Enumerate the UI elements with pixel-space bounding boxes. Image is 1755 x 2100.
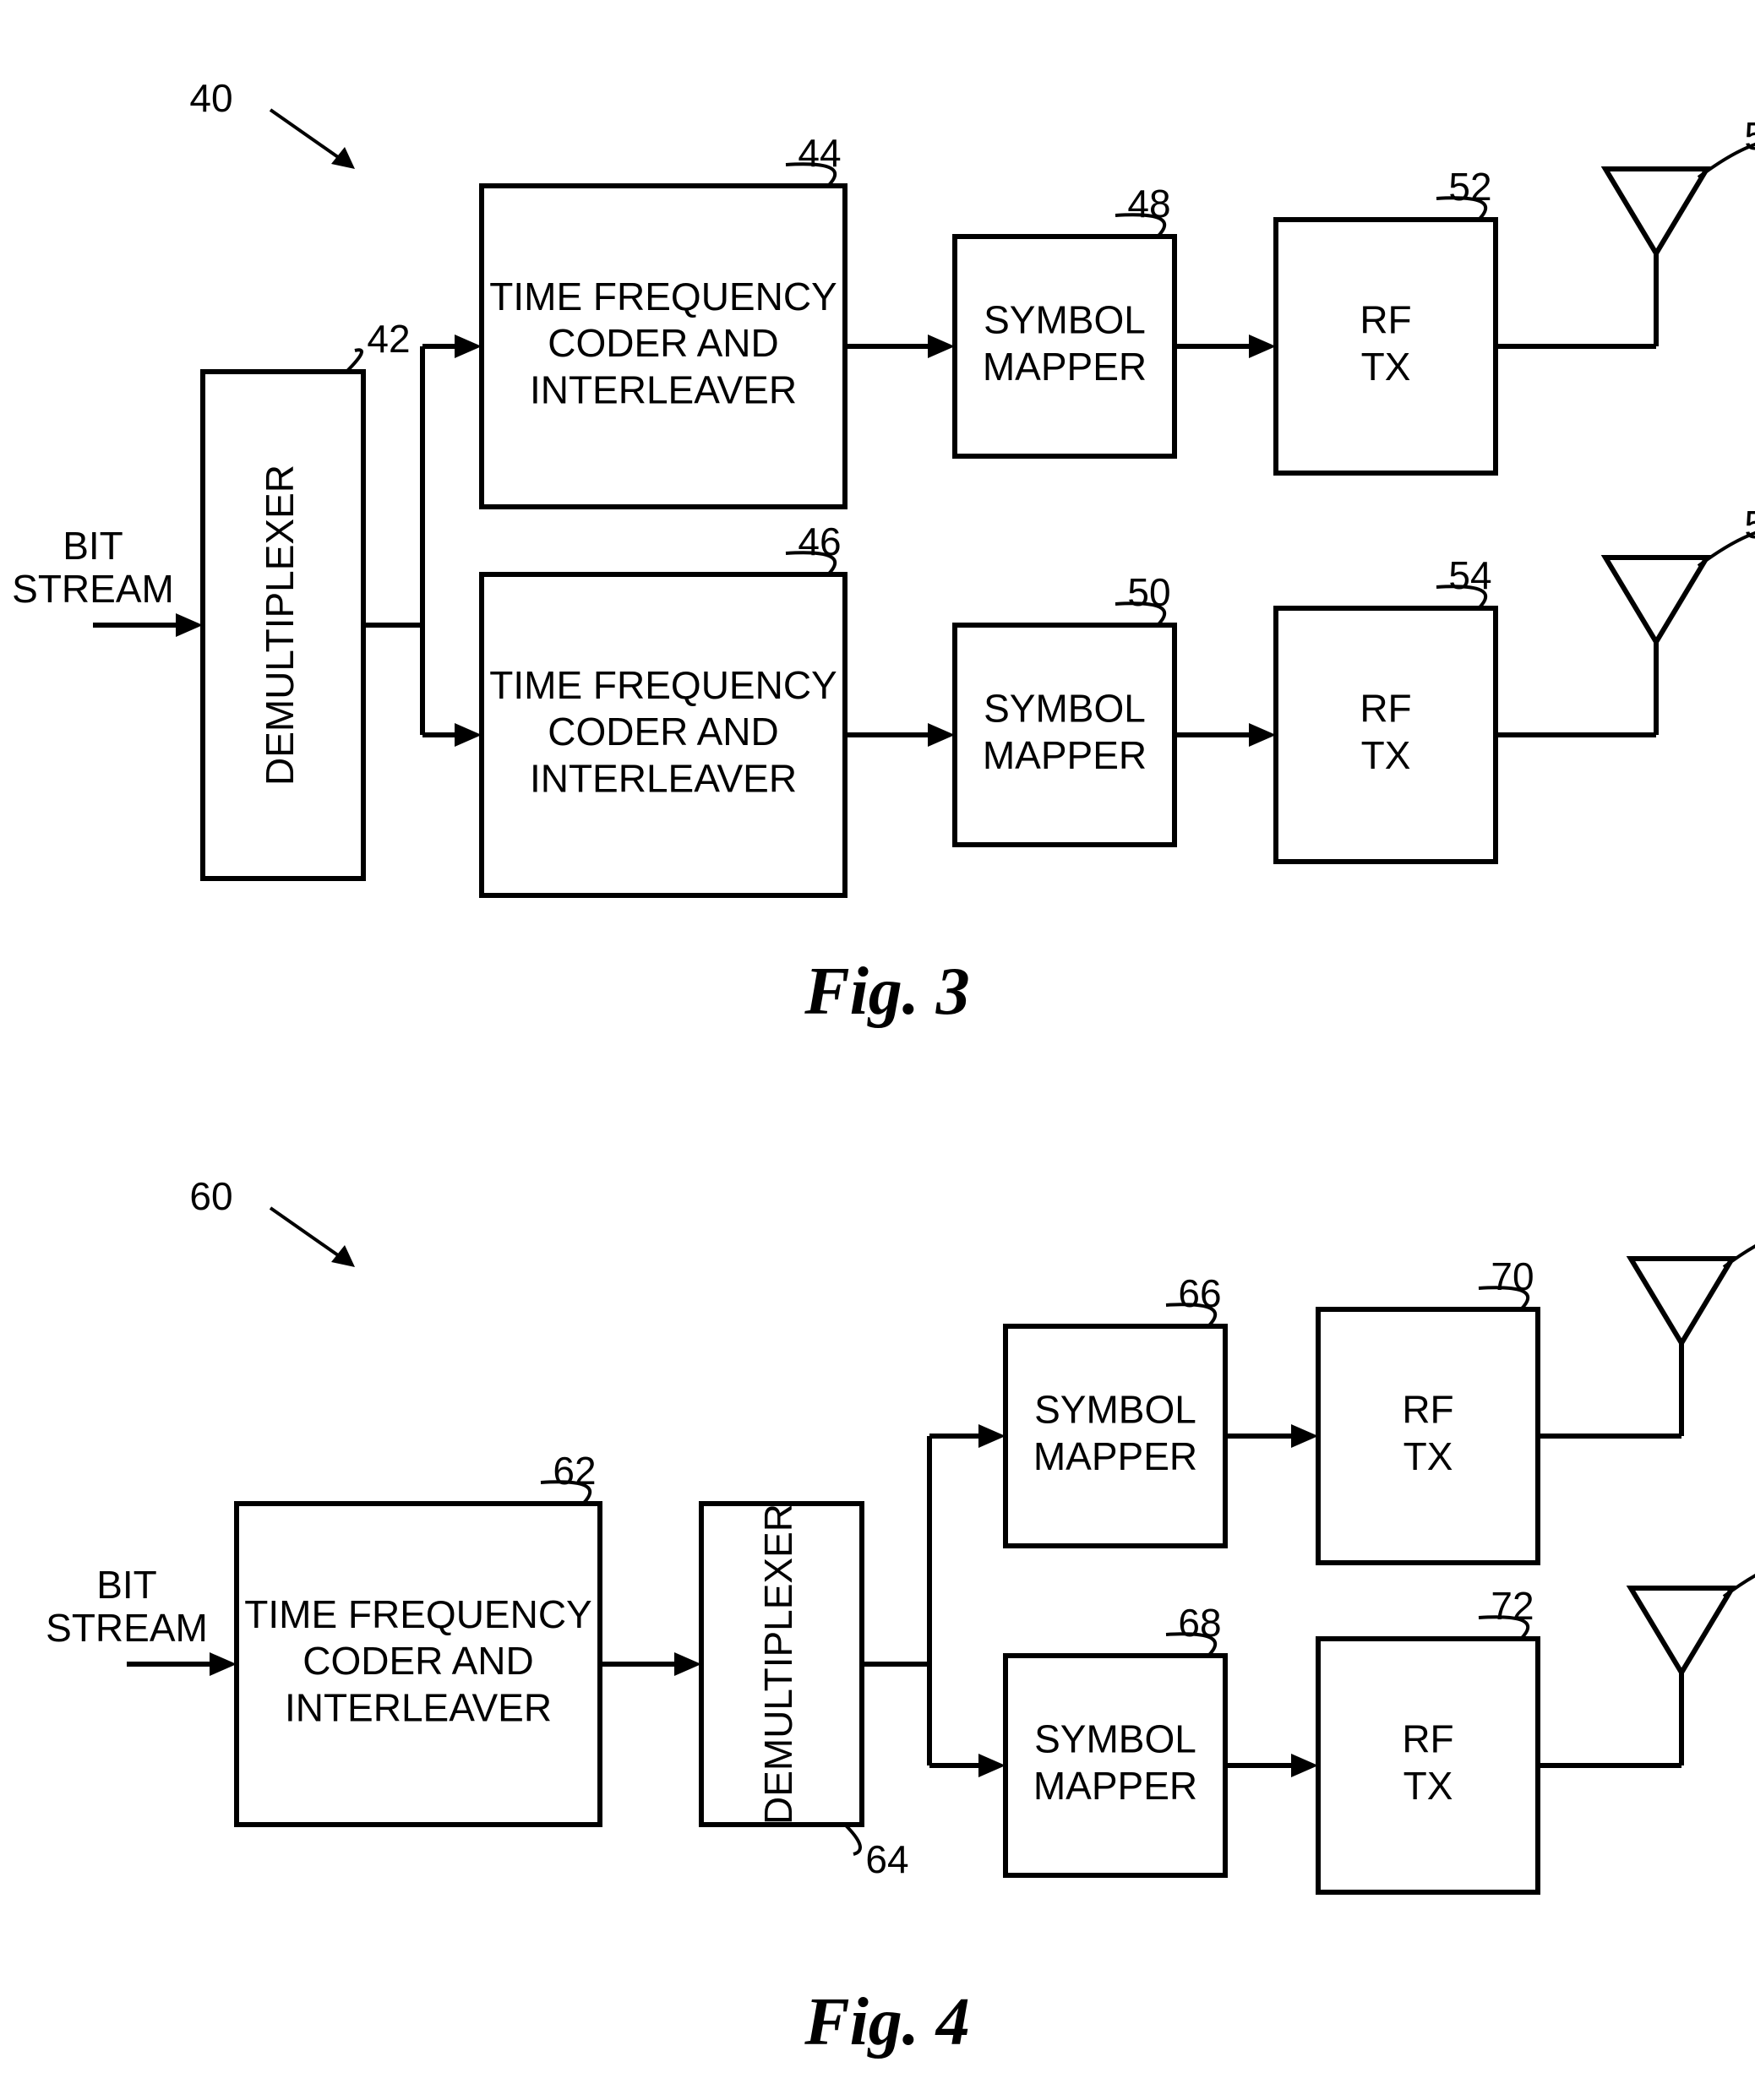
tfc1-ref: 44 bbox=[798, 131, 841, 175]
demux-label: DEMULTIPLEXER bbox=[258, 465, 302, 786]
rf2-ref: 72 bbox=[1491, 1584, 1534, 1628]
sym1-ref: 48 bbox=[1127, 182, 1170, 226]
rf1-label-1: TX bbox=[1361, 345, 1411, 389]
figure-ref: 40 bbox=[189, 76, 232, 120]
tfc1-label-1: CODER AND bbox=[548, 321, 778, 365]
input-label-0: BIT bbox=[96, 1563, 157, 1607]
antenna-icon bbox=[1605, 558, 1707, 642]
figure-caption: Fig. 4 bbox=[804, 1985, 970, 2059]
tfc-label-2: INTERLEAVER bbox=[285, 1685, 552, 1729]
tfc2-ref: 46 bbox=[798, 520, 841, 563]
tfc-ref: 62 bbox=[553, 1449, 596, 1493]
tfc1-label-0: TIME FREQUENCY bbox=[489, 275, 837, 318]
sym2-label-0: SYMBOL bbox=[1034, 1717, 1196, 1761]
rf1-label-0: RF bbox=[1360, 298, 1411, 342]
tfc-label-1: CODER AND bbox=[302, 1639, 533, 1683]
tfc1-label-2: INTERLEAVER bbox=[530, 367, 797, 411]
input-label-1: STREAM bbox=[46, 1606, 208, 1650]
antenna-ref: 56 bbox=[1744, 114, 1755, 158]
sym1-label-1: MAPPER bbox=[1033, 1434, 1197, 1478]
tfc-label-0: TIME FREQUENCY bbox=[244, 1592, 591, 1636]
rf1-ref: 52 bbox=[1448, 165, 1491, 209]
sym1-ref: 66 bbox=[1178, 1271, 1221, 1315]
sym1-label-0: SYMBOL bbox=[1034, 1388, 1196, 1432]
rf2-ref: 54 bbox=[1448, 553, 1491, 597]
rf1-label-0: RF bbox=[1402, 1388, 1453, 1432]
antenna-icon bbox=[1605, 169, 1707, 253]
input-label-0: BIT bbox=[63, 524, 123, 568]
sym1-label-0: SYMBOL bbox=[984, 298, 1146, 342]
rf2-label-0: RF bbox=[1402, 1717, 1453, 1761]
diagram-canvas: BITSTREAMDEMULTIPLEXER42TIME FREQUENCYCO… bbox=[0, 0, 1755, 2100]
rf1-label-1: TX bbox=[1403, 1434, 1453, 1478]
sym1-label-1: MAPPER bbox=[983, 345, 1147, 389]
antenna-icon bbox=[1631, 1588, 1732, 1673]
figure-caption: Fig. 3 bbox=[804, 955, 970, 1029]
figure-ref: 60 bbox=[189, 1174, 232, 1218]
demux-label: DEMULTIPLEXER bbox=[756, 1504, 800, 1825]
tfc2-label-0: TIME FREQUENCY bbox=[489, 663, 837, 707]
antenna-icon bbox=[1631, 1259, 1732, 1343]
sym2-label-1: MAPPER bbox=[983, 733, 1147, 777]
input-label-1: STREAM bbox=[12, 567, 174, 611]
sym2-ref: 68 bbox=[1178, 1601, 1221, 1645]
rf2-label-0: RF bbox=[1360, 687, 1411, 731]
antenna-ref: 58 bbox=[1744, 503, 1755, 547]
sym2-label-0: SYMBOL bbox=[984, 687, 1146, 731]
sym2-ref: 50 bbox=[1127, 570, 1170, 614]
rf1-ref: 70 bbox=[1491, 1254, 1534, 1298]
demux-ref: 42 bbox=[367, 317, 410, 361]
demux-ref: 64 bbox=[865, 1837, 908, 1881]
tfc2-label-1: CODER AND bbox=[548, 710, 778, 753]
rf2-label-1: TX bbox=[1403, 1764, 1453, 1808]
sym2-label-1: MAPPER bbox=[1033, 1764, 1197, 1808]
rf2-label-1: TX bbox=[1361, 733, 1411, 777]
tfc2-label-2: INTERLEAVER bbox=[530, 756, 797, 800]
